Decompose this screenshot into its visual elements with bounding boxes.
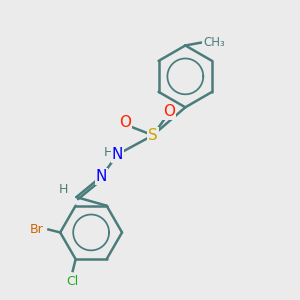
Text: Br: Br [29,223,43,236]
Text: O: O [163,104,175,119]
Text: H: H [58,183,68,196]
Text: O: O [119,115,131,130]
Text: N: N [112,147,123,162]
Text: N: N [96,169,107,184]
Text: CH₃: CH₃ [203,36,225,49]
Text: S: S [148,128,158,143]
Text: Cl: Cl [67,275,79,288]
Text: H: H [103,146,113,159]
